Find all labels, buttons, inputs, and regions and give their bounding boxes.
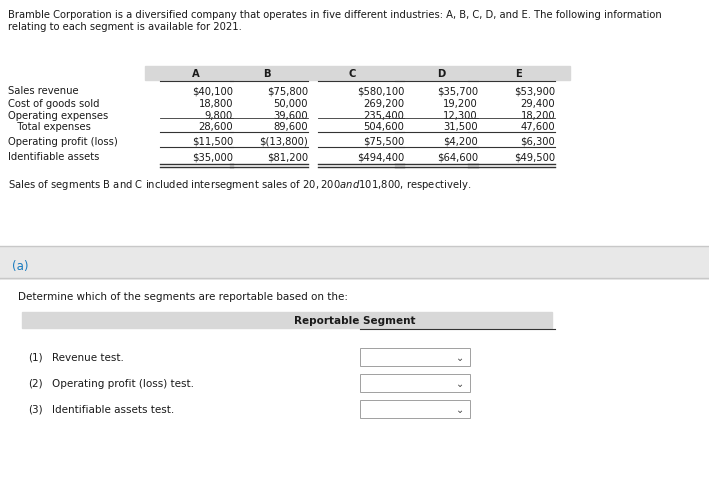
Text: $81,200: $81,200: [267, 152, 308, 162]
Text: 18,200: 18,200: [520, 111, 555, 121]
Text: $53,900: $53,900: [514, 86, 555, 96]
Text: 12,300: 12,300: [443, 111, 478, 121]
Text: 47,600: 47,600: [520, 122, 555, 132]
Text: 50,000: 50,000: [274, 99, 308, 109]
Text: $4,200: $4,200: [443, 137, 478, 147]
Text: Identifiable assets test.: Identifiable assets test.: [52, 404, 174, 414]
Text: ⌄: ⌄: [456, 352, 464, 362]
Bar: [145, 67, 570, 81]
Text: ⌄: ⌄: [456, 378, 464, 388]
Text: $40,100: $40,100: [192, 86, 233, 96]
FancyBboxPatch shape: [360, 374, 470, 392]
Text: $35,700: $35,700: [437, 86, 478, 96]
Text: Bramble Corporation is a diversified company that operates in five different ind: Bramble Corporation is a diversified com…: [8, 10, 661, 20]
Bar: [0, 247, 709, 488]
Text: (3): (3): [28, 404, 43, 414]
Text: (1): (1): [28, 352, 43, 362]
Bar: [0, 281, 709, 488]
Text: 9,800: 9,800: [205, 111, 233, 121]
Text: $75,800: $75,800: [267, 86, 308, 96]
Text: $75,500: $75,500: [363, 137, 404, 147]
Text: 28,600: 28,600: [199, 122, 233, 132]
Text: $580,100: $580,100: [357, 86, 404, 96]
Text: Total expenses: Total expenses: [8, 122, 91, 132]
Text: Cost of goods sold: Cost of goods sold: [8, 99, 99, 109]
Text: 19,200: 19,200: [443, 99, 478, 109]
Text: Operating profit (loss) test.: Operating profit (loss) test.: [52, 378, 194, 388]
Text: C: C: [348, 69, 356, 79]
Text: $494,400: $494,400: [357, 152, 404, 162]
Bar: [0, 0, 709, 247]
Text: Operating profit (loss): Operating profit (loss): [8, 137, 118, 147]
Text: $64,600: $64,600: [437, 152, 478, 162]
Text: 235,400: 235,400: [363, 111, 404, 121]
FancyBboxPatch shape: [360, 400, 470, 418]
Text: B: B: [263, 69, 271, 79]
Text: Reportable Segment: Reportable Segment: [294, 315, 415, 325]
Text: $11,500: $11,500: [191, 137, 233, 147]
Text: relating to each segment is available for 2021.: relating to each segment is available fo…: [8, 22, 242, 32]
Text: 504,600: 504,600: [363, 122, 404, 132]
Text: (a): (a): [12, 260, 28, 272]
Text: Sales revenue: Sales revenue: [8, 86, 79, 96]
Text: Determine which of the segments are reportable based on the:: Determine which of the segments are repo…: [18, 291, 348, 302]
Text: Sales of segments B and C included intersegment sales of $20,200 and $101,800, r: Sales of segments B and C included inter…: [8, 178, 471, 192]
FancyBboxPatch shape: [360, 348, 470, 366]
Text: 269,200: 269,200: [363, 99, 404, 109]
Text: E: E: [515, 69, 521, 79]
Text: $6,300: $6,300: [520, 137, 555, 147]
Text: Operating expenses: Operating expenses: [8, 111, 108, 121]
Text: 39,600: 39,600: [274, 111, 308, 121]
Text: Identifiable assets: Identifiable assets: [8, 152, 99, 162]
Text: ⌄: ⌄: [456, 404, 464, 414]
Text: A: A: [192, 69, 200, 79]
Text: 89,600: 89,600: [274, 122, 308, 132]
Text: 31,500: 31,500: [443, 122, 478, 132]
Text: $(13,800): $(13,800): [259, 137, 308, 147]
Text: D: D: [437, 69, 445, 79]
Text: 18,800: 18,800: [199, 99, 233, 109]
Text: (2): (2): [28, 378, 43, 388]
Bar: [22, 312, 552, 328]
Text: $35,000: $35,000: [192, 152, 233, 162]
Text: $49,500: $49,500: [514, 152, 555, 162]
Text: Revenue test.: Revenue test.: [52, 352, 124, 362]
Text: 29,400: 29,400: [520, 99, 555, 109]
